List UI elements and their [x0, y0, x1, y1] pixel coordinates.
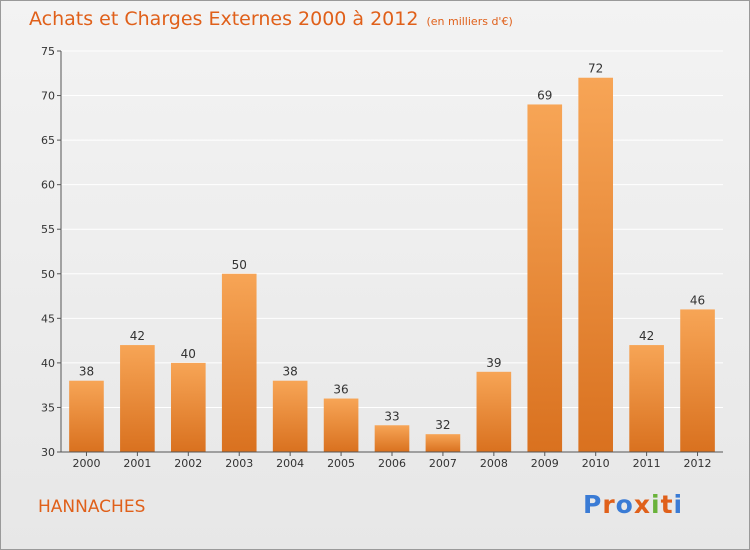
- proxiti-logo[interactable]: Proxiti: [583, 490, 683, 519]
- data-label: 50: [232, 258, 247, 272]
- data-label: 69: [537, 88, 552, 102]
- logo-letter: o: [615, 490, 634, 519]
- x-tick-label: 2004: [276, 457, 304, 470]
- data-label: 33: [384, 409, 399, 423]
- logo-letter: P: [583, 490, 603, 519]
- data-label: 38: [283, 365, 298, 379]
- x-tick-label: 2001: [123, 457, 151, 470]
- bar-2000: [69, 380, 104, 452]
- y-tick-label: 40: [41, 357, 55, 370]
- logo-letter: r: [602, 490, 616, 519]
- bars: 38 42 40 50 38 36 33 32 39 69 72 42 46: [69, 62, 715, 452]
- data-label: 40: [181, 347, 196, 361]
- commune-name: HANNACHES: [38, 497, 146, 517]
- x-tick-label: 2008: [480, 457, 508, 470]
- bar-2002: [170, 362, 206, 452]
- data-label: 32: [435, 418, 450, 432]
- bar-2010: [578, 77, 614, 452]
- chart-subtitle: (en milliers d'€): [426, 15, 513, 28]
- x-tick-label: 2003: [225, 457, 253, 470]
- axes: 30 35 40 45 50 55 60 65 70 75 2000 2001 2002 2003 2004…: [41, 45, 723, 470]
- x-tick-label: 2012: [684, 457, 712, 470]
- x-tick-label: 2007: [429, 457, 457, 470]
- x-tick-label: 2006: [378, 457, 406, 470]
- y-tick-label: 60: [41, 179, 55, 192]
- bar-2008: [476, 371, 512, 452]
- bar-2007: [425, 434, 461, 452]
- y-tick-label: 75: [41, 45, 55, 58]
- y-tick-label: 50: [41, 268, 55, 281]
- bar-2009: [527, 104, 563, 452]
- logo-letter: t: [660, 490, 674, 519]
- data-label: 36: [333, 383, 348, 397]
- data-label: 42: [639, 329, 654, 343]
- logo-letter: i: [673, 490, 684, 519]
- y-tick-label: 55: [41, 223, 55, 236]
- bar-2004: [272, 380, 308, 452]
- data-label: 38: [79, 365, 94, 379]
- y-tick-label: 30: [41, 446, 55, 459]
- y-tick-label: 65: [41, 134, 55, 147]
- data-label: 72: [588, 62, 603, 76]
- bar-2003: [221, 273, 257, 452]
- x-tick-label: 2011: [633, 457, 661, 470]
- gridlines: [61, 50, 723, 408]
- x-tick-label: 2002: [174, 457, 202, 470]
- data-label: 39: [486, 356, 501, 370]
- bar-2011: [629, 345, 664, 452]
- bar-2001: [120, 345, 155, 452]
- y-tick-label: 70: [41, 90, 55, 103]
- x-tick-label: 2010: [582, 457, 610, 470]
- x-tick-label: 2005: [327, 457, 355, 470]
- x-tick-label: 2009: [531, 457, 559, 470]
- data-label: 46: [690, 293, 705, 307]
- bar-2006: [374, 425, 410, 452]
- bar-2012: [680, 309, 715, 452]
- x-tick-label: 2000: [72, 457, 100, 470]
- logo-letter: x: [633, 490, 651, 519]
- bar-2005: [323, 398, 359, 452]
- chart-title: Achats et Charges Externes 2000 à 2012 (e…: [29, 8, 513, 30]
- logo-letter: i: [651, 490, 661, 519]
- chart-title-text: Achats et Charges Externes 2000 à 2012: [29, 8, 419, 30]
- y-tick-label: 45: [41, 312, 55, 325]
- y-tick-label: 35: [41, 401, 55, 414]
- data-label: 42: [130, 329, 145, 343]
